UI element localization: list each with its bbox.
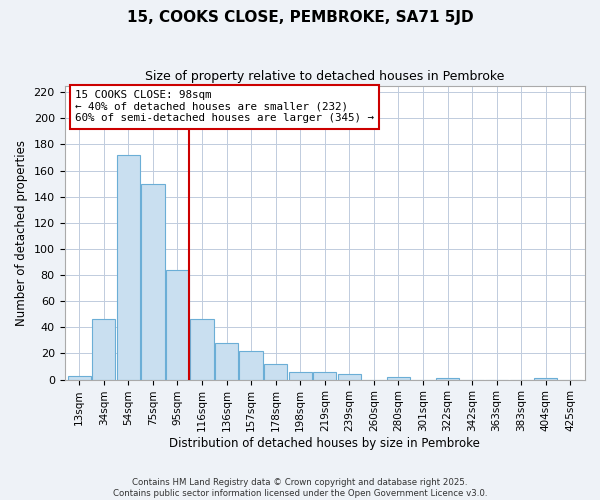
Bar — [338, 374, 361, 380]
Y-axis label: Number of detached properties: Number of detached properties — [15, 140, 28, 326]
Bar — [289, 372, 312, 380]
X-axis label: Distribution of detached houses by size in Pembroke: Distribution of detached houses by size … — [169, 437, 480, 450]
Bar — [92, 320, 115, 380]
Bar — [436, 378, 459, 380]
Bar — [166, 270, 189, 380]
Title: Size of property relative to detached houses in Pembroke: Size of property relative to detached ho… — [145, 70, 505, 83]
Text: 15, COOKS CLOSE, PEMBROKE, SA71 5JD: 15, COOKS CLOSE, PEMBROKE, SA71 5JD — [127, 10, 473, 25]
Bar — [68, 376, 91, 380]
Text: Contains HM Land Registry data © Crown copyright and database right 2025.
Contai: Contains HM Land Registry data © Crown c… — [113, 478, 487, 498]
Bar — [264, 364, 287, 380]
Bar — [190, 320, 214, 380]
Bar — [116, 155, 140, 380]
Bar — [215, 343, 238, 380]
Bar — [141, 184, 164, 380]
Text: 15 COOKS CLOSE: 98sqm
← 40% of detached houses are smaller (232)
60% of semi-det: 15 COOKS CLOSE: 98sqm ← 40% of detached … — [75, 90, 374, 123]
Bar — [313, 372, 337, 380]
Bar — [387, 377, 410, 380]
Bar — [534, 378, 557, 380]
Bar — [239, 351, 263, 380]
